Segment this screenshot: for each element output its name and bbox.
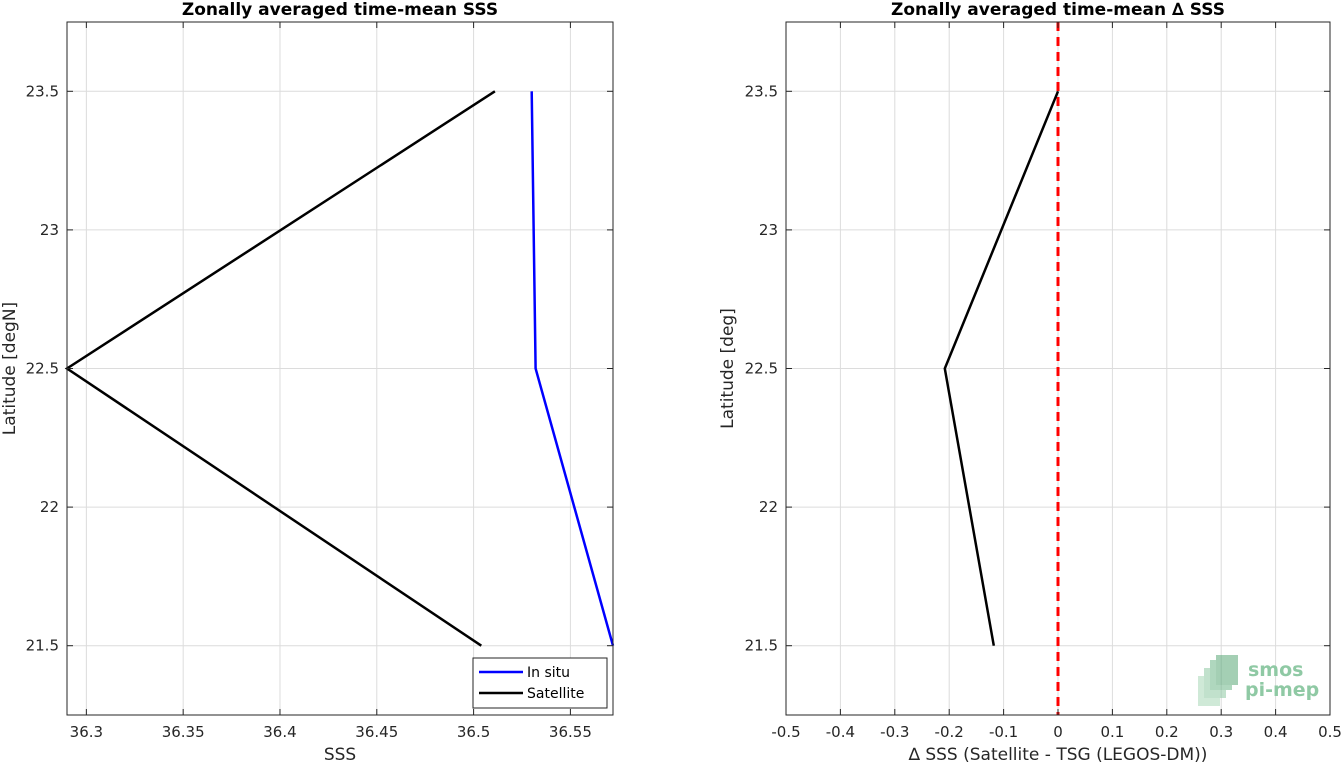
series-line-0: [943, 90, 1060, 646]
x-tick-label: -0.2: [935, 723, 964, 741]
x-tick-label: 0.4: [1264, 723, 1288, 741]
series-line-0: [530, 91, 615, 647]
x-tick-label: -0.3: [880, 723, 909, 741]
y-tick-label: 21.5: [26, 637, 59, 655]
x-tick-label: -0.1: [989, 723, 1018, 741]
logo-line2: pi-mep: [1245, 679, 1319, 701]
x-tick-label: 36.5: [457, 723, 490, 741]
x-tick-label: 36.4: [263, 723, 296, 741]
y-axis-label: Latitude [deg]: [718, 308, 738, 429]
y-tick-label: 23: [40, 221, 59, 239]
x-tick-label: 36.55: [549, 723, 592, 741]
x-tick-label: 36.3: [70, 723, 103, 741]
x-tick-label: 0.2: [1155, 723, 1179, 741]
x-axis-label: SSS: [324, 745, 356, 764]
y-tick-label: 21.5: [745, 637, 778, 655]
chart-right: -0.5 -0.4 -0.3 -0.2 -0.1 0 0.1 0.2 0.3 0.4 0.5 21.5…: [718, 0, 1342, 764]
y-tick-label: 23.5: [745, 82, 778, 100]
x-tick-label: -0.5: [771, 723, 800, 741]
chart-title: Zonally averaged time-mean SSS: [182, 0, 498, 20]
x-tick-label: 36.45: [355, 723, 398, 741]
y-tick-label: 22: [40, 498, 59, 516]
y-tick-label: 22.5: [26, 360, 59, 378]
smos-pi-mep-logo: smos pi-mep: [1198, 655, 1319, 706]
y-tick-label: 22.5: [745, 360, 778, 378]
x-tick-label: 0.5: [1318, 723, 1342, 741]
y-tick-label: 23: [759, 221, 778, 239]
x-tick-label: 0: [1053, 723, 1063, 741]
x-tick-label: 36.35: [162, 723, 205, 741]
y-tick-label: 22: [759, 498, 778, 516]
x-axis-label: ∆ SSS (Satellite - TSG (LEGOS-DM)): [908, 745, 1208, 764]
y-tick-label: 23.5: [26, 82, 59, 100]
chart-left: 36.3 36.35 36.4 36.45 36.5 36.55 21.5 22 22.5 23 2…: [0, 0, 615, 764]
x-tick-label: 0.1: [1100, 723, 1124, 741]
legend-box: [472, 657, 608, 709]
chart-title: Zonally averaged time-mean ∆ SSS: [891, 0, 1225, 20]
legend-label-1: Satellite: [527, 686, 584, 702]
x-tick-label: 0.3: [1209, 723, 1233, 741]
x-tick-label: -0.4: [826, 723, 855, 741]
logo-line1: smos: [1248, 659, 1303, 681]
y-axis-label: Latitude [degN]: [0, 302, 20, 435]
legend-label-0: In situ: [527, 665, 570, 681]
legend: In situ Satellite: [472, 657, 608, 709]
